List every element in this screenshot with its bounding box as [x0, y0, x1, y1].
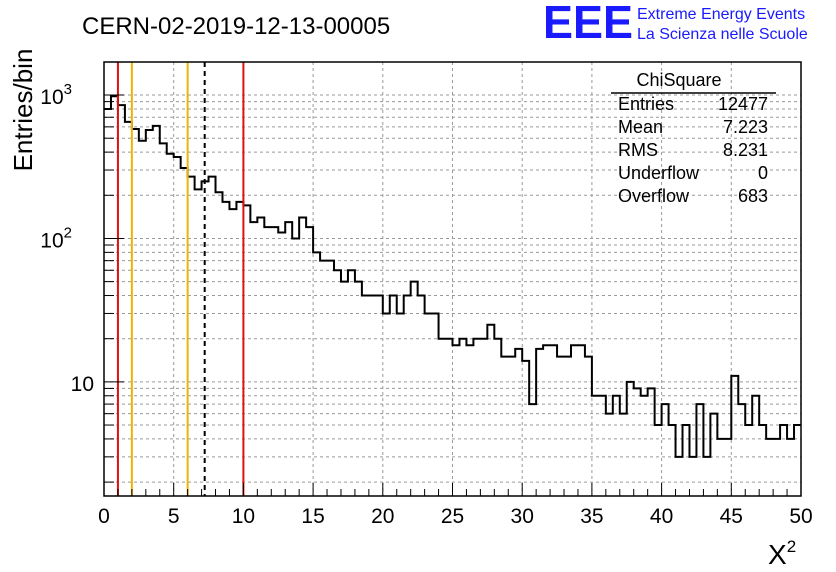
y-tick-exponent: 2: [64, 224, 72, 241]
x-tick-label: 25: [441, 505, 464, 528]
stats-label: Overflow: [618, 186, 690, 206]
y-tick-base: 10: [71, 373, 94, 396]
x-tick-label: 15: [301, 505, 324, 528]
y-tick-exponent: 3: [64, 81, 72, 98]
stats-value: 683: [738, 186, 768, 206]
stats-label: Entries: [618, 94, 674, 114]
y-tick-label: 102: [40, 224, 72, 252]
grid-lines: [104, 62, 801, 496]
x-tick-label: 5: [168, 505, 180, 528]
y-tick-base: 10: [40, 229, 63, 252]
stats-rows: Entries 12477 Mean 7.223 RMS 8.231 Underflow 0 O…: [618, 94, 768, 206]
logo-line2: La Scienza nelle Scuole: [637, 26, 808, 43]
stats-title: ChiSquare: [636, 70, 721, 90]
stats-box: ChiSquare Entries 12477 Mean 7.223 RMS 8.231 U…: [611, 70, 776, 206]
x-axis-symbol: X: [768, 539, 787, 570]
x-tick-label: 45: [720, 505, 743, 528]
stats-label: RMS: [618, 140, 658, 160]
x-tick-label: 30: [511, 505, 534, 528]
x-tick-label: 20: [371, 505, 394, 528]
stats-label: Underflow: [618, 163, 700, 183]
run-title: CERN-02-2019-12-13-00005: [82, 13, 390, 40]
axis-ticks: [103, 94, 802, 496]
histogram-outline: [104, 95, 801, 458]
logo-line1: Extreme Energy Events: [637, 6, 805, 23]
stats-value: 0: [758, 163, 768, 183]
x-tick-label: 10: [232, 505, 255, 528]
logo-mark: EEE: [543, 0, 633, 48]
stats-value: 12477: [718, 94, 768, 114]
x-tick-label: 0: [98, 505, 110, 528]
stats-label: Mean: [618, 117, 663, 137]
y-tick-label: 10: [71, 373, 94, 396]
cut-markers: [116, 62, 245, 496]
x-tick-label: 35: [580, 505, 603, 528]
x-axis-exponent: 2: [787, 537, 796, 556]
y-tick-base: 10: [40, 86, 63, 109]
y-axis-title: Entries/bin: [8, 49, 38, 172]
stats-value: 7.223: [723, 117, 768, 137]
x-tick-label: 50: [789, 505, 812, 528]
x-axis-title: X2: [768, 537, 796, 570]
y-tick-label: 103: [40, 81, 72, 109]
x-tick-labels: 0 5 10 15 20 25 30 35 40 45 50: [98, 505, 813, 528]
x-tick-label: 40: [650, 505, 673, 528]
stats-value: 8.231: [723, 140, 768, 160]
